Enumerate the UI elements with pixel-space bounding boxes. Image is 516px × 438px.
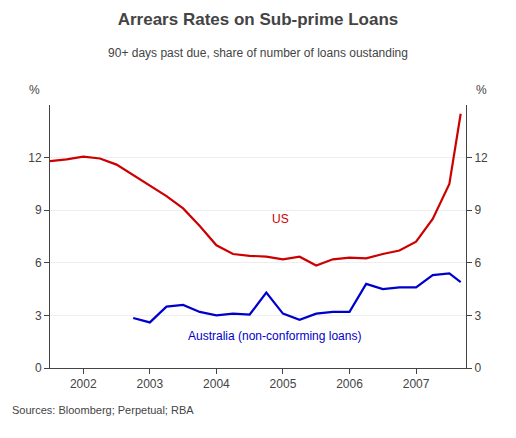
- svg-text:US: US: [272, 212, 289, 226]
- svg-text:9: 9: [35, 203, 42, 217]
- svg-text:0: 0: [35, 361, 42, 375]
- svg-text:2005: 2005: [270, 377, 297, 391]
- svg-text:3: 3: [474, 309, 481, 323]
- svg-text:Australia (non-conforming loan: Australia (non-conforming loans): [188, 329, 361, 343]
- svg-text:Arrears Rates on Sub-prime Loa: Arrears Rates on Sub-prime Loans: [118, 10, 399, 29]
- svg-text:90+ days past due, share of nu: 90+ days past due, share of number of lo…: [108, 46, 408, 60]
- svg-text:0: 0: [474, 361, 481, 375]
- svg-text:9: 9: [474, 203, 481, 217]
- svg-text:12: 12: [474, 151, 488, 165]
- svg-text:6: 6: [474, 256, 481, 270]
- svg-text:2004: 2004: [203, 377, 230, 391]
- svg-text:2002: 2002: [70, 377, 97, 391]
- svg-text:6: 6: [35, 256, 42, 270]
- svg-text:3: 3: [35, 309, 42, 323]
- svg-text:2007: 2007: [403, 377, 430, 391]
- svg-text:Sources: Bloomberg; Perpetual;: Sources: Bloomberg; Perpetual; RBA: [12, 404, 194, 416]
- svg-text:%: %: [29, 83, 40, 97]
- svg-text:2003: 2003: [136, 377, 163, 391]
- svg-text:2006: 2006: [336, 377, 363, 391]
- svg-text:12: 12: [28, 151, 42, 165]
- svg-text:%: %: [476, 83, 487, 97]
